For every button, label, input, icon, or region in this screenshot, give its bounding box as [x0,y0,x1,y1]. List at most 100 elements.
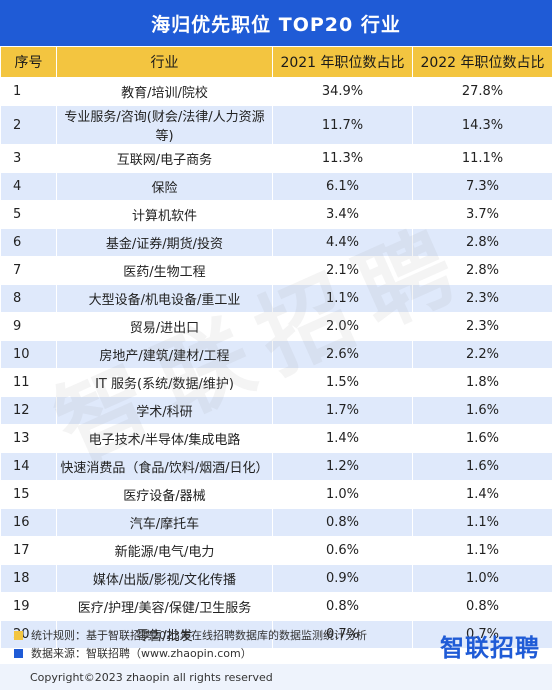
cell-2021-share: 6.1% [272,172,413,201]
cell-2021-share: 1.2% [272,452,413,481]
table-row: 3 互联网/电子商务 11.3% 11.1% [0,144,552,173]
table-row: 11 IT 服务(系统/数据/维护) 1.5% 1.8% [0,368,552,397]
cell-2022-share: 1.8% [412,368,552,397]
table-row: 16 汽车/摩托车 0.8% 1.1% [0,508,552,537]
cell-industry: 医疗/护理/美容/保健/卫生服务 [56,592,273,621]
cell-2021-share: 0.8% [272,592,413,621]
cell-2021-share: 1.5% [272,368,413,397]
notes-section: 统计规则：基于智联招聘2023年在线招聘数据库的数据监测统计分析 数据来源：智联… [0,622,552,664]
page-title: 海归优先职位 TOP20 行业 [0,0,552,46]
cell-2022-share: 1.6% [412,452,552,481]
table-row: 14 快速消费品（食品/饮料/烟酒/日化） 1.2% 1.6% [0,452,552,481]
cell-industry: 基金/证券/期货/投资 [56,228,273,257]
cell-2021-share: 2.1% [272,256,413,285]
cell-2022-share: 2.2% [412,340,552,369]
cell-2021-share: 3.4% [272,200,413,229]
table-row: 5 计算机软件 3.4% 3.7% [0,200,552,229]
header-2021: 2021 年职位数占比 [272,46,413,78]
cell-rank: 13 [0,424,57,453]
zhaopin-logo: 智联招聘 [440,634,540,662]
table-row: 13 电子技术/半导体/集成电路 1.4% 1.6% [0,424,552,453]
cell-rank: 1 [0,77,57,106]
yellow-square-icon [14,630,23,640]
cell-2022-share: 0.7% [412,620,552,649]
table-header-row: 序号 行业 2021 年职位数占比 2022 年职位数占比 [0,46,552,78]
cell-rank: 15 [0,480,57,509]
cell-industry: 汽车/摩托车 [56,508,273,537]
cell-rank: 4 [0,172,57,201]
cell-rank: 7 [0,256,57,285]
cell-2022-share: 1.6% [412,424,552,453]
table-row: 17 新能源/电气/电力 0.6% 1.1% [0,536,552,565]
cell-industry: IT 服务(系统/数据/维护) [56,368,273,397]
cell-industry: 专业服务/咨询(财会/法律/人力资源等) [56,105,273,145]
cell-industry: 医药/生物工程 [56,256,273,285]
cell-rank: 9 [0,312,57,341]
cell-industry: 房地产/建筑/建材/工程 [56,340,273,369]
cell-2022-share: 7.3% [412,172,552,201]
cell-2022-share: 1.0% [412,564,552,593]
table-row: 20零售/批发0.7%0.7% [0,620,552,649]
cell-2022-share: 27.8% [412,77,552,106]
industry-table: 序号 行业 2021 年职位数占比 2022 年职位数占比 1 教育/培训/院校 3… [0,46,552,649]
cell-2021-share: 1.0% [272,480,413,509]
cell-2022-share: 14.3% [412,105,552,145]
cell-industry: 媒体/出版/影视/文化传播 [56,564,273,593]
cell-2021-share: 0.8% [272,508,413,537]
table-row: 18 媒体/出版/影视/文化传播 0.9% 1.0% [0,564,552,593]
table-row: 1 教育/培训/院校 34.9% 27.8% [0,77,552,106]
cell-industry: 互联网/电子商务 [56,144,273,173]
table-row: 15 医疗设备/器械 1.0% 1.4% [0,480,552,509]
cell-industry: 计算机软件 [56,200,273,229]
cell-2021-share: 1.7% [272,396,413,425]
cell-2021-share: 0.6% [272,536,413,565]
cell-2021-share: 11.7% [272,105,413,145]
note-data-source: 数据来源：智联招聘（www.zhaopin.com） [14,645,252,661]
cell-rank: 19 [0,592,57,621]
cell-rank: 18 [0,564,57,593]
table-row: 8 大型设备/机电设备/重工业 1.1% 2.3% [0,284,552,313]
cell-2022-share: 1.1% [412,536,552,565]
cell-2022-share: 2.8% [412,256,552,285]
cell-2022-share: 1.6% [412,396,552,425]
cell-2021-share: 2.0% [272,312,413,341]
cell-rank: 2 [0,105,57,145]
cell-2022-share: 2.3% [412,284,552,313]
cell-rank: 5 [0,200,57,229]
cell-industry: 电子技术/半导体/集成电路 [56,424,273,453]
cell-rank: 10 [0,340,57,369]
cell-rank: 8 [0,284,57,313]
cell-2022-share: 2.3% [412,312,552,341]
cell-rank: 6 [0,228,57,257]
cell-2021-share: 1.1% [272,284,413,313]
cell-2022-share: 1.1% [412,508,552,537]
note-text: 统计规则：基于智联招聘2023年在线招聘数据库的数据监测统计分析 [31,629,367,642]
cell-2021-share: 11.3% [272,144,413,173]
cell-2021-share: 4.4% [272,228,413,257]
cell-2021-share: 0.7% [272,620,413,649]
cell-industry: 新能源/电气/电力 [56,536,273,565]
table-row: 19 医疗/护理/美容/保健/卫生服务 0.8% 0.8% [0,592,552,621]
table-row: 4 保险 6.1% 7.3% [0,172,552,201]
table-row: 10 房地产/建筑/建材/工程 2.6% 2.2% [0,340,552,369]
cell-rank: 3 [0,144,57,173]
note-text: 数据来源：智联招聘（www.zhaopin.com） [31,647,252,660]
cell-rank: 11 [0,368,57,397]
cell-2021-share: 0.9% [272,564,413,593]
cell-rank: 12 [0,396,57,425]
cell-2022-share: 3.7% [412,200,552,229]
cell-industry: 保险 [56,172,273,201]
cell-2021-share: 1.4% [272,424,413,453]
cell-rank: 16 [0,508,57,537]
cell-industry: 大型设备/机电设备/重工业 [56,284,273,313]
cell-2021-share: 2.6% [272,340,413,369]
table-row: 12 学术/科研 1.7% 1.6% [0,396,552,425]
table-row: 7 医药/生物工程 2.1% 2.8% [0,256,552,285]
copyright-footer: Copyright©2023 zhaopin all rights reserv… [0,664,552,690]
header-rank: 序号 [0,46,57,78]
header-2022: 2022 年职位数占比 [412,46,552,78]
cell-rank: 20 [0,620,57,649]
cell-rank: 14 [0,452,57,481]
cell-2022-share: 0.8% [412,592,552,621]
cell-industry: 学术/科研 [56,396,273,425]
